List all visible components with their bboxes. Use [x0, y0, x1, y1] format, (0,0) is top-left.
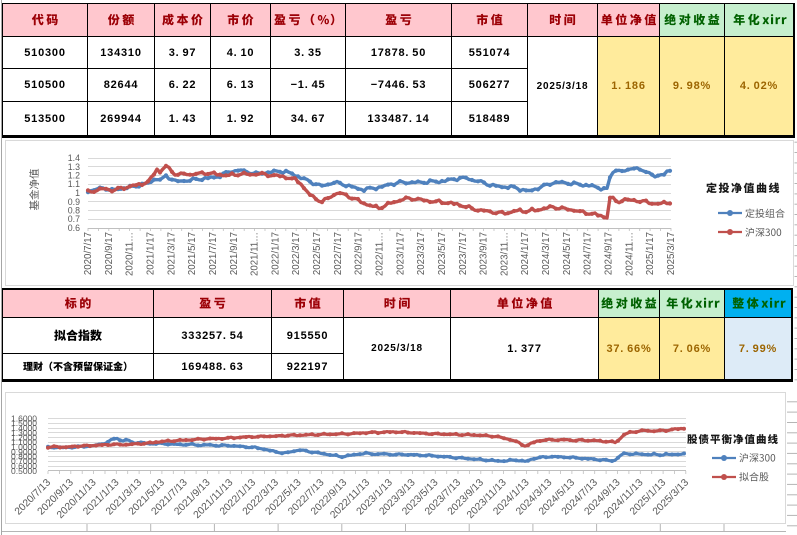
svg-text:2025/1/17: 2025/1/17	[645, 232, 656, 275]
svg-text:0.9: 0.9	[68, 197, 80, 207]
svg-text:2024/7/17: 2024/7/17	[583, 232, 594, 275]
svg-text:0.9000: 0.9000	[11, 447, 37, 457]
svg-text:2024/5/17: 2024/5/17	[562, 232, 573, 275]
svg-text:2023/9/17: 2023/9/17	[479, 232, 490, 275]
svg-text:1: 1	[75, 188, 80, 198]
svg-text:2021/1/17: 2021/1/17	[146, 232, 157, 275]
svg-text:1.1: 1.1	[68, 179, 80, 189]
svg-text:1.3: 1.3	[68, 162, 80, 172]
svg-text:0.8: 0.8	[68, 206, 80, 216]
svg-text:0.7: 0.7	[68, 214, 80, 224]
svg-text:2025/3/17: 2025/3/17	[666, 232, 677, 275]
svg-text:1.4000: 1.4000	[11, 423, 37, 433]
svg-text:2021/11…: 2021/11…	[250, 232, 261, 276]
svg-text:0.8000: 0.8000	[11, 452, 37, 462]
svg-text:1.4: 1.4	[68, 153, 80, 163]
svg-text:1.2000: 1.2000	[11, 433, 37, 443]
svg-text:1.3000: 1.3000	[11, 428, 37, 438]
svg-text:2022/3/17: 2022/3/17	[291, 232, 302, 275]
svg-text:2020/9/17: 2020/9/17	[104, 232, 115, 275]
svg-text:2020/7/17: 2020/7/17	[83, 232, 94, 275]
svg-text:2021/9/17: 2021/9/17	[229, 232, 240, 275]
svg-text:1.2: 1.2	[68, 171, 80, 181]
svg-text:1.5000: 1.5000	[11, 418, 37, 428]
svg-text:2023/3/17: 2023/3/17	[416, 232, 427, 275]
svg-text:2023/7/17: 2023/7/17	[458, 232, 469, 275]
svg-text:2021/5/17: 2021/5/17	[187, 232, 198, 275]
svg-text:2022/1/17: 2022/1/17	[270, 232, 281, 275]
svg-text:2022/7/17: 2022/7/17	[333, 232, 344, 275]
svg-text:0.6000: 0.6000	[11, 461, 37, 471]
svg-text:0.7000: 0.7000	[11, 456, 37, 466]
svg-text:2020/11…: 2020/11…	[125, 232, 136, 276]
svg-text:2022/5/17: 2022/5/17	[312, 232, 323, 275]
svg-text:0.5000: 0.5000	[11, 466, 37, 476]
svg-text:2024/9/17: 2024/9/17	[604, 232, 615, 275]
svg-text:1.1000: 1.1000	[11, 437, 37, 447]
svg-text:0.6: 0.6	[68, 223, 80, 233]
svg-text:2021/3/17: 2021/3/17	[166, 232, 177, 275]
svg-text:2023/5/17: 2023/5/17	[437, 232, 448, 275]
svg-text:2024/1/17: 2024/1/17	[520, 232, 531, 275]
svg-text:2024/11…: 2024/11…	[624, 232, 635, 276]
svg-text:1.0000: 1.0000	[11, 442, 37, 452]
svg-text:2023/11…: 2023/11…	[499, 232, 510, 276]
svg-text:2022/9/17: 2022/9/17	[354, 232, 365, 275]
svg-text:2024/3/17: 2024/3/17	[541, 232, 552, 275]
svg-text:2023/1/17: 2023/1/17	[395, 232, 406, 275]
svg-text:2022/11…: 2022/11…	[375, 232, 386, 276]
svg-text:1.6000: 1.6000	[11, 414, 37, 424]
svg-text:2021/7/17: 2021/7/17	[208, 232, 219, 275]
